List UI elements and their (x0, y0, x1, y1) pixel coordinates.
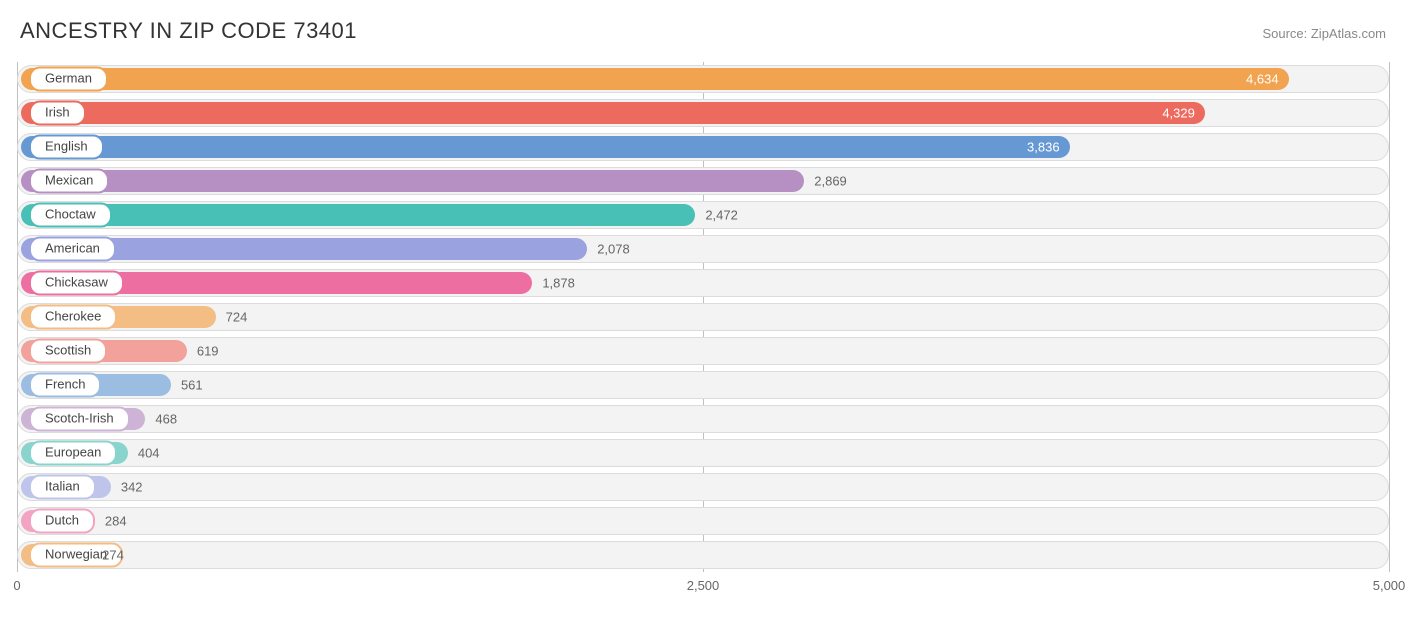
bar-row: Norwegian274 (17, 538, 1389, 572)
x-tick-label: 5,000 (1373, 578, 1406, 593)
bar-row: Scotch-Irish 468 (17, 402, 1389, 436)
bar-row: Mexican 2,869 (17, 164, 1389, 198)
category-pill: European (29, 441, 117, 466)
category-pill: French (29, 373, 101, 398)
value-label: 4,329 (1162, 106, 1195, 121)
category-pill: American (29, 237, 116, 262)
value-label: 619 (197, 344, 219, 359)
bar-row: German 4,634 (17, 62, 1389, 96)
bar-track (17, 371, 1389, 399)
bar-row: French 561 (17, 368, 1389, 402)
value-label: 2,869 (814, 174, 847, 189)
bar-row: Cherokee 724 (17, 300, 1389, 334)
value-label: 1,878 (542, 276, 575, 291)
bar-track (17, 541, 1389, 569)
category-pill: Italian (29, 475, 96, 500)
bar (21, 204, 695, 226)
value-label: 468 (155, 412, 177, 427)
chart-area: German 4,634 Irish 4,329 English 3,836 Mexican… (17, 62, 1389, 602)
category-pill: Scotch-Irish (29, 407, 130, 432)
bars-container: German 4,634 Irish 4,329 English 3,836 Mexican… (17, 62, 1389, 572)
category-pill: German (29, 67, 108, 92)
category-pill: Mexican (29, 169, 109, 194)
value-label: 342 (121, 480, 143, 495)
value-label: 284 (105, 514, 127, 529)
category-pill: Chickasaw (29, 271, 124, 296)
gridline (1389, 62, 1390, 572)
chart-title: ANCESTRY IN ZIP CODE 73401 (20, 18, 357, 44)
value-label: 4,634 (1246, 72, 1279, 87)
value-label: 2,078 (597, 242, 630, 257)
bar-row: Chickasaw 1,878 (17, 266, 1389, 300)
bar-row: Choctaw 2,472 (17, 198, 1389, 232)
category-pill: Scottish (29, 339, 107, 364)
bar-row: Dutch 284 (17, 504, 1389, 538)
x-tick-label: 2,500 (687, 578, 720, 593)
bar-row: English 3,836 (17, 130, 1389, 164)
bar-row: Italian 342 (17, 470, 1389, 504)
x-axis: 02,5005,000 (17, 572, 1389, 602)
category-pill: Irish (29, 101, 86, 126)
bar-track (17, 439, 1389, 467)
value-label: 404 (138, 446, 160, 461)
bar-row: Irish 4,329 (17, 96, 1389, 130)
bar-track (17, 473, 1389, 501)
bar (21, 136, 1070, 158)
bar-row: American 2,078 (17, 232, 1389, 266)
value-label: 2,472 (705, 208, 738, 223)
category-pill: Cherokee (29, 305, 117, 330)
source-label: Source: ZipAtlas.com (1262, 26, 1386, 41)
category-pill: Dutch (29, 509, 95, 534)
x-tick-label: 0 (13, 578, 20, 593)
category-pill: English (29, 135, 104, 160)
bar (21, 102, 1205, 124)
value-label: 274 (102, 548, 124, 563)
bar-row: European 404 (17, 436, 1389, 470)
value-label: 3,836 (1027, 140, 1060, 155)
bar-track (17, 507, 1389, 535)
value-label: 724 (226, 310, 248, 325)
bar (21, 68, 1289, 90)
value-label: 561 (181, 378, 203, 393)
category-pill: Choctaw (29, 203, 112, 228)
bar (21, 170, 804, 192)
bar-track (17, 405, 1389, 433)
bar-track (17, 303, 1389, 331)
bar-row: Scottish 619 (17, 334, 1389, 368)
bar-track (17, 337, 1389, 365)
